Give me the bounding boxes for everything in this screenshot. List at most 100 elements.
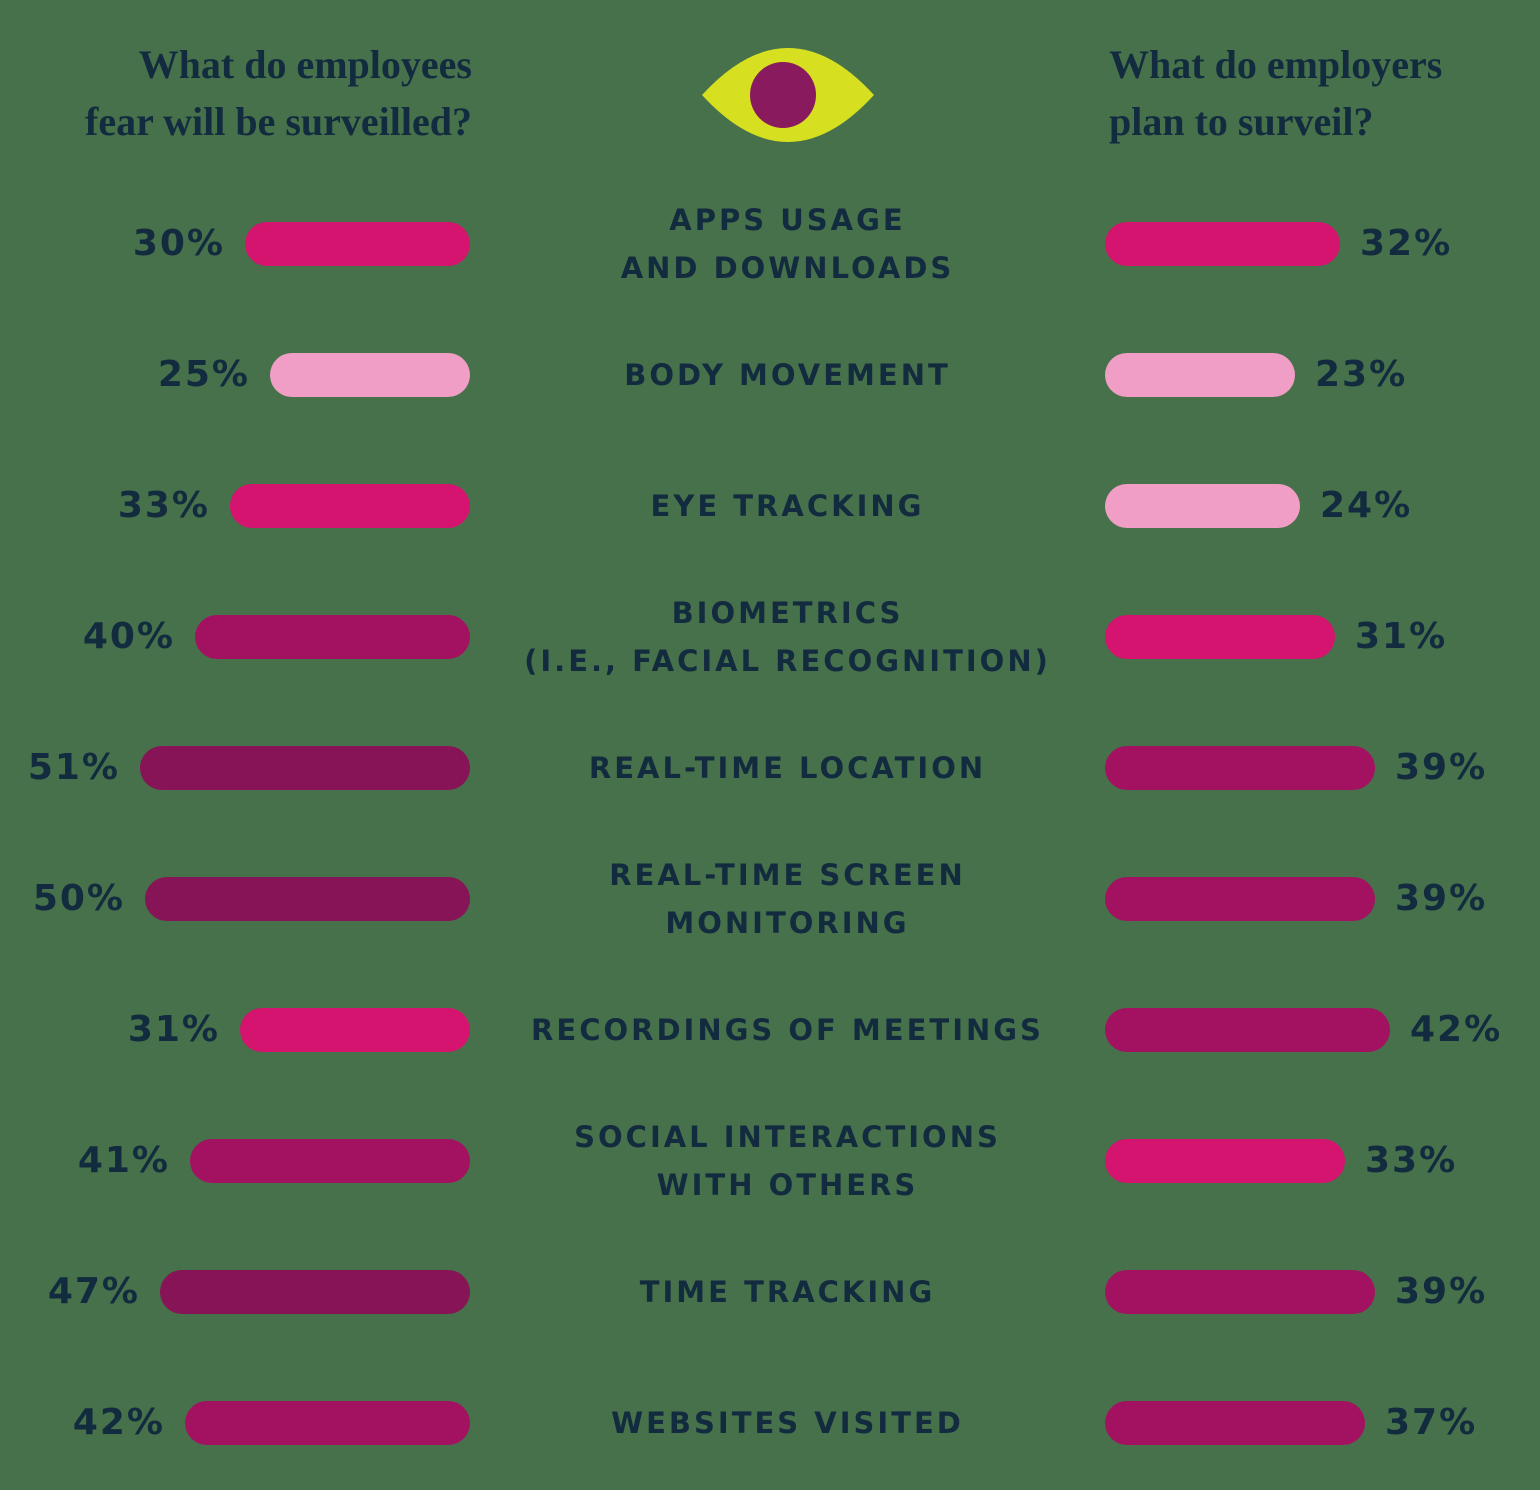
- employee-bar: [140, 745, 470, 790]
- employer-side-cell: 39%: [1095, 1269, 1540, 1314]
- employee-side-cell: 47%: [0, 1269, 480, 1314]
- employee-value-label: 30%: [132, 223, 225, 264]
- chart-row: 31% RECORDINGS OF MEETINGS 42%: [0, 964, 1540, 1095]
- employer-side-cell: 39%: [1095, 745, 1540, 790]
- employee-bar: [145, 876, 470, 921]
- eye-icon: [701, 48, 874, 142]
- category-label: REAL-TIME SCREEN MONITORING: [480, 851, 1095, 947]
- employee-bar: [270, 352, 470, 397]
- category-label-line: WITH OTHERS: [656, 1167, 919, 1202]
- employee-value-label: 31%: [127, 1009, 220, 1050]
- category-label-line: WEBSITES VISITED: [611, 1405, 964, 1440]
- category-label: RECORDINGS OF MEETINGS: [480, 1006, 1095, 1054]
- employer-bar: [1105, 221, 1340, 266]
- category-label: BODY MOVEMENT: [480, 351, 1095, 399]
- employee-side-cell: 30%: [0, 221, 480, 266]
- employer-side-cell: 24%: [1095, 483, 1540, 528]
- category-label-line: REAL-TIME SCREEN: [609, 857, 966, 892]
- employee-bar: [185, 1400, 470, 1445]
- employee-bar: [240, 1007, 470, 1052]
- category-label-line: MONITORING: [665, 905, 910, 940]
- employer-value-label: 39%: [1395, 878, 1488, 919]
- employer-value-label: 23%: [1315, 354, 1408, 395]
- employer-value-label: 37%: [1385, 1402, 1478, 1443]
- category-label-line: TIME TRACKING: [639, 1274, 936, 1309]
- employee-side-cell: 42%: [0, 1400, 480, 1445]
- employer-bar: [1105, 876, 1375, 921]
- employer-value-label: 39%: [1395, 1271, 1488, 1312]
- employee-bar: [190, 1138, 470, 1183]
- employee-value-label: 47%: [47, 1271, 140, 1312]
- employee-value-label: 41%: [77, 1140, 170, 1181]
- employer-value-label: 31%: [1355, 616, 1448, 657]
- employer-bar: [1105, 1138, 1345, 1183]
- employee-side-cell: 50%: [0, 876, 480, 921]
- employer-side-cell: 42%: [1095, 1007, 1540, 1052]
- category-label-line: BODY MOVEMENT: [624, 357, 951, 392]
- employees-column-title: What do employees fear will be surveille…: [0, 36, 480, 150]
- category-label-line: BIOMETRICS: [671, 595, 904, 630]
- employer-side-cell: 33%: [1095, 1138, 1540, 1183]
- category-label: TIME TRACKING: [480, 1268, 1095, 1316]
- employee-value-label: 51%: [27, 747, 120, 788]
- employers-title-line1: What do employers: [1109, 42, 1443, 87]
- chart-row: 51% REAL-TIME LOCATION 39%: [0, 702, 1540, 833]
- employee-bar: [230, 483, 470, 528]
- employee-side-cell: 31%: [0, 1007, 480, 1052]
- employer-side-cell: 32%: [1095, 221, 1540, 266]
- chart-row: 47% TIME TRACKING 39%: [0, 1226, 1540, 1357]
- employee-side-cell: 51%: [0, 745, 480, 790]
- chart-row: 50% REAL-TIME SCREEN MONITORING 39%: [0, 833, 1540, 964]
- employer-bar: [1105, 745, 1375, 790]
- employee-value-label: 42%: [72, 1402, 165, 1443]
- category-label: BIOMETRICS (I.E., FACIAL RECOGNITION): [480, 589, 1095, 685]
- category-label: EYE TRACKING: [480, 482, 1095, 530]
- employee-value-label: 50%: [32, 878, 125, 919]
- category-label-line: RECORDINGS OF MEETINGS: [531, 1012, 1044, 1047]
- chart-row: 41% SOCIAL INTERACTIONS WITH OTHERS 33%: [0, 1095, 1540, 1226]
- employee-side-cell: 41%: [0, 1138, 480, 1183]
- employer-value-label: 33%: [1365, 1140, 1458, 1181]
- employer-side-cell: 39%: [1095, 876, 1540, 921]
- category-label: APPS USAGE AND DOWNLOADS: [480, 196, 1095, 292]
- employee-side-cell: 25%: [0, 352, 480, 397]
- category-label-line: SOCIAL INTERACTIONS: [574, 1119, 1001, 1154]
- employers-column-title: What do employers plan to surveil?: [1095, 36, 1540, 150]
- employees-title-line1: What do employees: [138, 42, 472, 87]
- employer-value-label: 42%: [1410, 1009, 1503, 1050]
- category-label-line: AND DOWNLOADS: [620, 250, 955, 285]
- employer-value-label: 24%: [1320, 485, 1413, 526]
- employee-bar: [160, 1269, 470, 1314]
- category-label: SOCIAL INTERACTIONS WITH OTHERS: [480, 1113, 1095, 1209]
- employer-bar: [1105, 1269, 1375, 1314]
- category-label-line: EYE TRACKING: [650, 488, 925, 523]
- category-label-line: APPS USAGE: [669, 202, 906, 237]
- chart-row: 42% WEBSITES VISITED 37%: [0, 1357, 1540, 1488]
- employer-value-label: 32%: [1360, 223, 1453, 264]
- employer-bar: [1105, 1007, 1390, 1052]
- employer-side-cell: 23%: [1095, 352, 1540, 397]
- employer-side-cell: 31%: [1095, 614, 1540, 659]
- category-label: WEBSITES VISITED: [480, 1399, 1095, 1447]
- category-label: REAL-TIME LOCATION: [480, 744, 1095, 792]
- employee-bar: [245, 221, 470, 266]
- chart-row: 25% BODY MOVEMENT 23%: [0, 309, 1540, 440]
- employer-side-cell: 37%: [1095, 1400, 1540, 1445]
- employer-bar: [1105, 352, 1295, 397]
- employee-bar: [195, 614, 470, 659]
- chart-header: What do employees fear will be surveille…: [0, 0, 1540, 178]
- employer-bar: [1105, 483, 1300, 528]
- employee-side-cell: 40%: [0, 614, 480, 659]
- employer-bar: [1105, 614, 1335, 659]
- employer-bar: [1105, 1400, 1365, 1445]
- employee-value-label: 25%: [157, 354, 250, 395]
- category-label-line: (I.E., FACIAL RECOGNITION): [524, 643, 1051, 678]
- employer-value-label: 39%: [1395, 747, 1488, 788]
- employers-title-line2: plan to surveil?: [1109, 99, 1374, 144]
- employee-side-cell: 33%: [0, 483, 480, 528]
- category-label-line: REAL-TIME LOCATION: [588, 750, 987, 785]
- employees-title-line2: fear will be surveilled?: [85, 99, 472, 144]
- chart-row: 30% APPS USAGE AND DOWNLOADS 32%: [0, 178, 1540, 309]
- eye-icon-container: [480, 36, 1095, 152]
- chart-row: 40% BIOMETRICS (I.E., FACIAL RECOGNITION)…: [0, 571, 1540, 702]
